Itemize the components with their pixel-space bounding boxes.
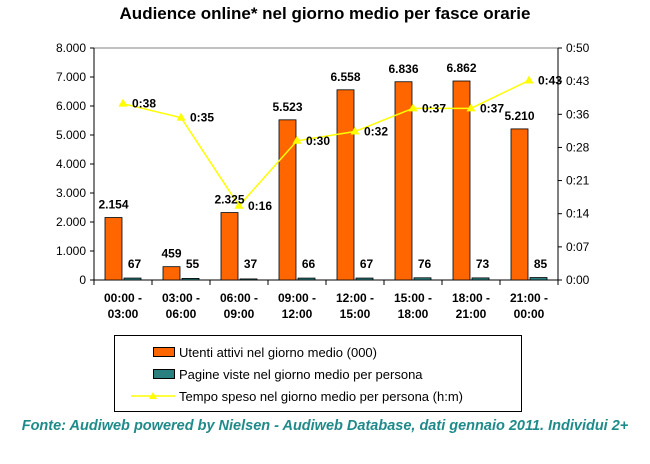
x-tick-label: 21:00 <box>456 307 487 321</box>
y-right-tick-label: 0:00 <box>566 273 590 287</box>
x-tick-label: 06:00 - <box>220 291 258 305</box>
data-label-time: 0:32 <box>364 125 388 139</box>
data-label-users: 6.836 <box>388 62 418 76</box>
bar-users <box>104 217 123 281</box>
bar-users <box>452 80 471 281</box>
plot-area <box>93 47 559 281</box>
legend-item-pages: Pagine viste nel giorno medio per person… <box>115 364 423 384</box>
y-right-tick-label: 0:28 <box>566 140 590 154</box>
data-label-users: 6.558 <box>330 70 360 84</box>
y-left-tick-label: 1.000 <box>56 244 86 258</box>
marker-time <box>466 103 476 112</box>
y-right-tick-label: 0:21 <box>566 174 590 188</box>
x-tick-label: 12:00 <box>282 307 313 321</box>
line-time <box>122 79 530 207</box>
bar-users <box>336 89 355 281</box>
data-label-pages: 85 <box>534 257 548 271</box>
marker-time <box>350 126 360 135</box>
legend-swatch-pages <box>115 364 179 384</box>
data-label-time: 0:35 <box>190 111 214 125</box>
legend-swatch-users <box>115 342 179 362</box>
bar-pages <box>471 277 490 281</box>
y-right-tick-label: 0:50 <box>566 41 590 55</box>
x-tick-label: 00:00 <box>514 307 545 321</box>
y-left-tick-label: 5.000 <box>56 128 86 142</box>
legend-label-users: Utenti attivi nel giorno medio (000) <box>179 344 377 360</box>
data-label-pages: 67 <box>128 257 142 271</box>
marker-time <box>234 200 244 209</box>
x-tick-label: 03:00 - <box>162 291 200 305</box>
bar-pages <box>181 278 200 281</box>
data-label-pages: 73 <box>476 257 490 271</box>
bar-users <box>220 212 239 281</box>
bar-users <box>394 81 413 281</box>
bar-users <box>278 119 297 281</box>
marker-time <box>408 103 418 112</box>
y-right-tick-label: 0:43 <box>566 74 590 88</box>
bar-pages <box>297 277 316 281</box>
x-tick-label: 21:00 - <box>510 291 548 305</box>
y-right-tick-label: 0:36 <box>566 107 590 121</box>
x-tick-label: 18:00 <box>398 307 429 321</box>
data-label-time: 0:37 <box>422 101 446 115</box>
data-label-pages: 55 <box>186 257 200 271</box>
y-right-tick-label: 0:14 <box>566 207 590 221</box>
marker-time <box>176 112 186 121</box>
x-tick-label: 00:00 - <box>104 291 142 305</box>
legend-label-time: Tempo speso nel giorno medio per persona… <box>179 388 463 404</box>
data-label-time: 0:16 <box>248 199 272 213</box>
legend-swatch-time <box>115 386 179 406</box>
legend-item-time: Tempo speso nel giorno medio per persona… <box>115 386 463 406</box>
x-tick-label: 09:00 <box>224 307 255 321</box>
y-left-tick-label: 7.000 <box>56 70 86 84</box>
x-tick-label: 15:00 - <box>394 291 432 305</box>
y-left-tick-label: 4.000 <box>56 157 86 171</box>
bar-pages <box>123 277 142 281</box>
data-label-users: 5.523 <box>272 100 302 114</box>
data-label-pages: 76 <box>418 257 432 271</box>
bar-pages <box>239 278 258 281</box>
marker-time <box>118 98 128 107</box>
data-label-users: 2.154 <box>98 198 128 212</box>
data-label-pages: 66 <box>302 257 316 271</box>
data-label-users: 2.325 <box>214 193 244 207</box>
x-tick-label: 18:00 - <box>452 291 490 305</box>
legend-item-users: Utenti attivi nel giorno medio (000) <box>115 342 377 362</box>
bar-pages <box>355 277 374 281</box>
y-left-tick-label: 6.000 <box>56 99 86 113</box>
y-left-tick-label: 3.000 <box>56 186 86 200</box>
data-label-time: 0:43 <box>538 73 562 87</box>
x-tick-label: 09:00 - <box>278 291 316 305</box>
source-note: Fonte: Audiweb powered by Nielsen - Audi… <box>21 418 629 434</box>
x-tick-label: 06:00 <box>166 307 197 321</box>
y-right-tick-label: 0:07 <box>566 240 590 254</box>
data-label-users: 6.862 <box>446 61 476 75</box>
bar-users <box>162 266 181 281</box>
chart-canvas: 0 1.000 2.000 3.000 4.000 5.000 6.000 7.000 8.00… <box>56 41 590 321</box>
bar-pages <box>529 277 548 281</box>
data-label-pages: 37 <box>244 257 258 271</box>
x-tick-label: 03:00 <box>108 307 139 321</box>
bar-pages <box>413 277 432 281</box>
chart-title: Audience online* nel giorno medio per fa… <box>119 4 531 23</box>
chart-legend: Utenti attivi nel giorno medio (000) Pag… <box>114 335 522 412</box>
marker-time <box>292 135 302 144</box>
data-label-time: 0:38 <box>132 97 156 111</box>
data-label-users: 459 <box>161 247 181 261</box>
data-label-users: 5.210 <box>504 109 534 123</box>
data-label-time: 0:30 <box>306 134 330 148</box>
data-label-time: 0:37 <box>480 101 504 115</box>
y-left-tick-label: 2.000 <box>56 215 86 229</box>
y-left-tick-label: 8.000 <box>56 41 86 55</box>
x-tick-label: 15:00 <box>340 307 371 321</box>
legend-label-pages: Pagine viste nel giorno medio per person… <box>179 366 423 382</box>
x-tick-label: 12:00 - <box>336 291 374 305</box>
bar-users <box>510 128 529 281</box>
marker-time <box>524 75 534 84</box>
y-left-tick-label: 0 <box>79 273 86 287</box>
data-label-pages: 67 <box>360 257 374 271</box>
